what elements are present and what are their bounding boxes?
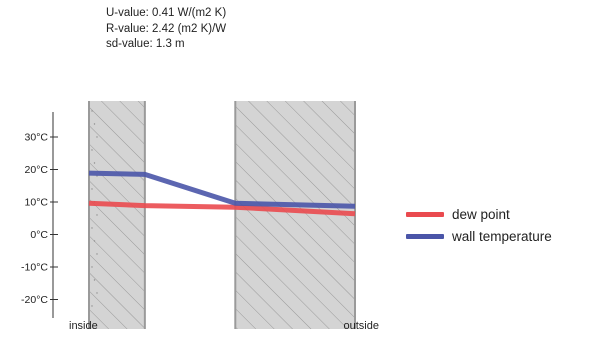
legend-label-dew-point: dew point bbox=[452, 206, 510, 222]
metrics-panel: U-value: 0.41 W/(m2 K) R-value: 2.42 (m2… bbox=[106, 6, 226, 53]
series-line-wall-temperature bbox=[88, 170, 356, 209]
plaster-texture-dot bbox=[91, 188, 93, 190]
u-value-text: U-value: 0.41 W/(m2 K) bbox=[106, 7, 227, 19]
y-tick-label: -20°C bbox=[21, 294, 48, 306]
y-tick-label: 10°C bbox=[25, 197, 49, 209]
plaster-texture-dot bbox=[93, 240, 96, 242]
legend-swatch-wall-temperature bbox=[406, 233, 444, 239]
plaster-texture-dot bbox=[93, 123, 96, 125]
plaster-texture-dot bbox=[91, 266, 93, 268]
wall-layer-hatch-1 bbox=[89, 101, 145, 329]
x-label-inside: inside bbox=[69, 320, 98, 332]
plaster-texture-dot bbox=[91, 305, 93, 307]
y-tick-label: 30°C bbox=[25, 132, 49, 144]
sd-value-text: sd-value: 1.3 m bbox=[106, 38, 185, 50]
x-label-outside: outside bbox=[344, 320, 379, 332]
plaster-texture-dot bbox=[91, 149, 93, 151]
y-axis: -20°C -10°C 0°C 10°C 20°C 30°C bbox=[21, 112, 58, 318]
wall-layer-2 bbox=[144, 101, 236, 329]
plaster-texture-dot bbox=[96, 214, 98, 216]
plaster-texture-dot bbox=[93, 279, 96, 281]
legend-label-wall-temperature: wall temperature bbox=[452, 228, 552, 244]
wall-layers bbox=[88, 101, 356, 329]
r-value-text: R-value: 2.42 (m2 K)/W bbox=[106, 22, 227, 35]
y-tick-label: -10°C bbox=[21, 262, 48, 274]
plaster-texture-dot bbox=[96, 136, 98, 138]
legend-swatch-dew-point bbox=[406, 211, 444, 217]
plaster-texture-dot bbox=[91, 110, 93, 112]
series-line-dew-point bbox=[88, 200, 356, 217]
plaster-texture-dot bbox=[96, 292, 98, 294]
legend-item-dew-point: dew point bbox=[406, 203, 552, 225]
chart-legend: dew point wall temperature bbox=[406, 203, 552, 247]
plaster-texture-dot bbox=[91, 227, 93, 229]
y-tick-label: 20°C bbox=[25, 164, 49, 176]
series-lines bbox=[88, 170, 356, 217]
plaster-texture-dot bbox=[96, 253, 98, 255]
y-tick-label: 0°C bbox=[30, 229, 48, 241]
plaster-texture-dot bbox=[93, 162, 96, 164]
legend-item-wall-temperature: wall temperature bbox=[406, 225, 552, 247]
